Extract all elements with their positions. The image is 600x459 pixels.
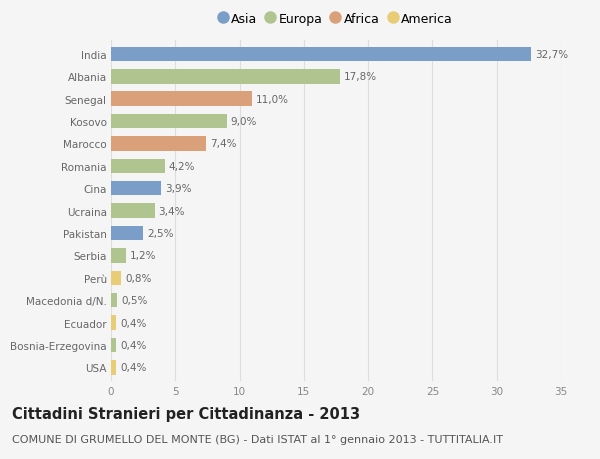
Bar xyxy=(111,360,116,375)
Bar xyxy=(111,338,116,353)
Bar xyxy=(111,271,121,285)
Text: 3,4%: 3,4% xyxy=(158,206,185,216)
Text: 17,8%: 17,8% xyxy=(344,72,377,82)
Legend: Asia, Europa, Africa, America: Asia, Europa, Africa, America xyxy=(217,10,455,28)
Bar xyxy=(111,249,127,263)
Text: COMUNE DI GRUMELLO DEL MONTE (BG) - Dati ISTAT al 1° gennaio 2013 - TUTTITALIA.I: COMUNE DI GRUMELLO DEL MONTE (BG) - Dati… xyxy=(12,434,503,444)
Bar xyxy=(111,159,165,174)
Text: 0,4%: 0,4% xyxy=(120,340,146,350)
Text: 32,7%: 32,7% xyxy=(535,50,568,60)
Text: 0,4%: 0,4% xyxy=(120,363,146,373)
Bar xyxy=(111,293,118,308)
Text: 0,4%: 0,4% xyxy=(120,318,146,328)
Bar xyxy=(111,226,143,241)
Bar xyxy=(111,92,253,106)
Bar xyxy=(111,70,340,84)
Bar xyxy=(111,204,155,218)
Bar xyxy=(111,137,206,151)
Bar xyxy=(111,181,161,196)
Text: 3,9%: 3,9% xyxy=(165,184,191,194)
Text: 11,0%: 11,0% xyxy=(256,95,289,104)
Text: 0,5%: 0,5% xyxy=(121,296,148,306)
Text: 0,8%: 0,8% xyxy=(125,273,152,283)
Bar xyxy=(111,114,227,129)
Bar xyxy=(111,316,116,330)
Text: 7,4%: 7,4% xyxy=(210,139,236,149)
Text: 1,2%: 1,2% xyxy=(130,251,157,261)
Bar xyxy=(111,47,532,62)
Text: 2,5%: 2,5% xyxy=(147,229,173,239)
Text: 9,0%: 9,0% xyxy=(230,117,257,127)
Text: Cittadini Stranieri per Cittadinanza - 2013: Cittadini Stranieri per Cittadinanza - 2… xyxy=(12,406,360,421)
Text: 4,2%: 4,2% xyxy=(169,162,196,172)
